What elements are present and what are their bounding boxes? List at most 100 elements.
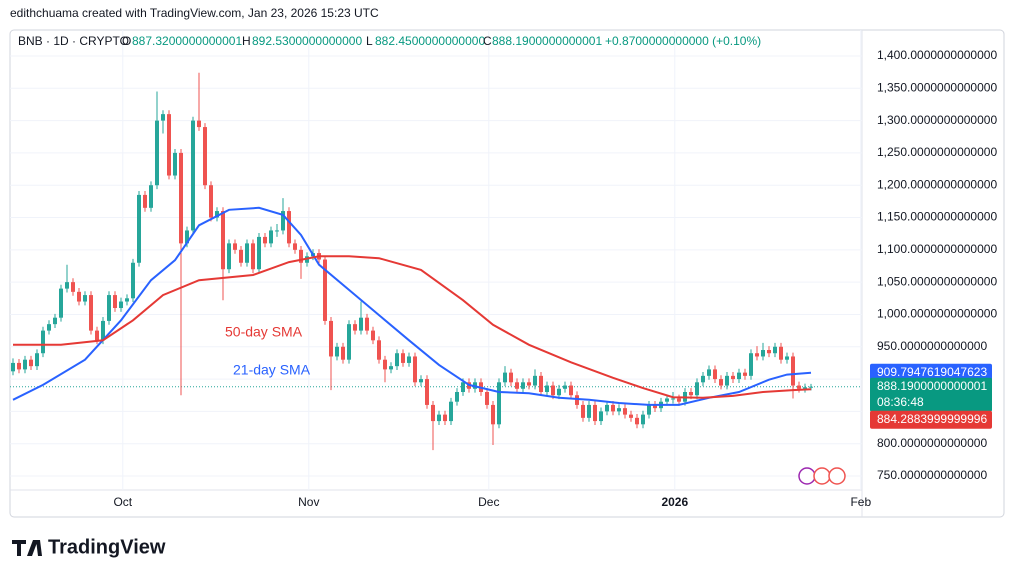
price-label: 884.2883999999996 <box>877 412 987 426</box>
candle-body <box>173 152 177 176</box>
candle-body <box>383 359 387 370</box>
candle-body <box>551 385 555 396</box>
candle-body <box>773 346 777 354</box>
icon <box>813 467 831 485</box>
candle-body <box>197 120 201 128</box>
candle-body <box>161 114 165 121</box>
candle-body <box>611 404 615 412</box>
close-label: C <box>483 34 492 48</box>
candle-body <box>251 243 255 270</box>
candle-body <box>227 243 231 270</box>
candle-body <box>635 417 639 425</box>
y-tick-label: 1,200.0000000000000 <box>877 177 997 191</box>
candle-body <box>359 317 363 331</box>
candle-body <box>113 295 117 308</box>
candle-body <box>575 395 579 405</box>
price-label-bg <box>870 410 992 429</box>
sma-line <box>12 206 812 406</box>
candle-body <box>689 392 693 396</box>
candle-body <box>71 282 75 292</box>
candle-body <box>125 298 129 302</box>
candle-body <box>257 236 261 270</box>
candle-body <box>155 120 159 186</box>
open-value: 887.3200000000001 <box>132 34 242 48</box>
candle-body <box>653 404 657 409</box>
candle-body <box>443 414 447 422</box>
candle-body <box>179 152 183 244</box>
candle-body <box>605 404 609 412</box>
logo-mark <box>12 540 42 556</box>
low-value: 882.4500000000000 <box>375 34 485 48</box>
candle-body <box>497 382 501 425</box>
candle-body <box>95 330 99 341</box>
candle-body <box>23 359 27 370</box>
candle-body <box>755 353 759 357</box>
candle-body <box>731 375 735 380</box>
candle-body <box>719 379 723 386</box>
candle-body <box>617 408 621 412</box>
candle-body <box>287 211 291 244</box>
candle-body <box>293 243 297 250</box>
candle-body <box>419 379 423 383</box>
candle-body <box>785 356 789 360</box>
candle-body <box>413 356 417 383</box>
candle-body <box>671 398 675 400</box>
candle-body <box>509 372 513 383</box>
chart-frame <box>9 29 1005 518</box>
candle-body <box>563 385 567 389</box>
icon <box>828 467 846 485</box>
candle-body <box>485 392 489 405</box>
y-tick-label: 1,150.0000000000000 <box>877 210 997 224</box>
symbol: BNB · 1D · CRYPTO <box>18 34 129 48</box>
candle-body <box>11 362 15 372</box>
candle-body <box>143 194 147 208</box>
logo[interactable]: TradingView <box>12 536 166 558</box>
candle-body <box>737 372 741 380</box>
y-tick-label: 1,100.0000000000000 <box>877 242 997 256</box>
candle-body <box>779 346 783 360</box>
price-label: 888.1900000000001 <box>877 379 987 393</box>
candle-body <box>389 366 393 370</box>
candle-body <box>725 375 729 386</box>
candle-body <box>17 362 21 370</box>
candle-body <box>53 317 57 325</box>
candle-body <box>329 320 333 357</box>
candle-body <box>431 404 435 422</box>
candle-body <box>629 414 633 418</box>
y-tick-label: 1,350.0000000000000 <box>877 80 997 94</box>
candle-body <box>461 382 465 393</box>
candle-body <box>245 243 249 263</box>
candle-body <box>539 375 543 393</box>
candle-body <box>335 346 339 357</box>
candle-body <box>761 350 765 357</box>
candle-body <box>299 249 303 263</box>
candle-body <box>35 353 39 367</box>
candle-body <box>407 356 411 363</box>
y-tick-label: 1,000.0000000000000 <box>877 307 997 321</box>
candle-body <box>527 382 531 386</box>
y-tick-label: 950.0000000000000 <box>877 339 987 353</box>
candle-body <box>455 392 459 402</box>
y-tick-label: 750.0000000000000 <box>877 468 987 482</box>
candle-body <box>209 185 213 218</box>
candle-body <box>395 353 399 367</box>
x-tick-label: Oct <box>113 495 132 509</box>
candle-body <box>647 404 651 415</box>
candle-body <box>107 295 111 321</box>
candle-body <box>275 230 279 232</box>
icon <box>798 467 816 485</box>
candle-body <box>623 408 627 415</box>
open-label: O <box>122 34 131 48</box>
candle-body <box>797 385 801 389</box>
candle-body <box>371 330 375 341</box>
y-tick-label: 800.0000000000000 <box>877 436 987 450</box>
candle-body <box>59 288 63 318</box>
candle-body <box>767 350 771 354</box>
candle-body <box>641 414 645 425</box>
candle-body <box>503 372 507 383</box>
candle-body <box>425 379 429 405</box>
candle-body <box>533 375 537 386</box>
x-tick-label: Nov <box>298 495 319 509</box>
y-tick-label: 1,250.0000000000000 <box>877 145 997 159</box>
